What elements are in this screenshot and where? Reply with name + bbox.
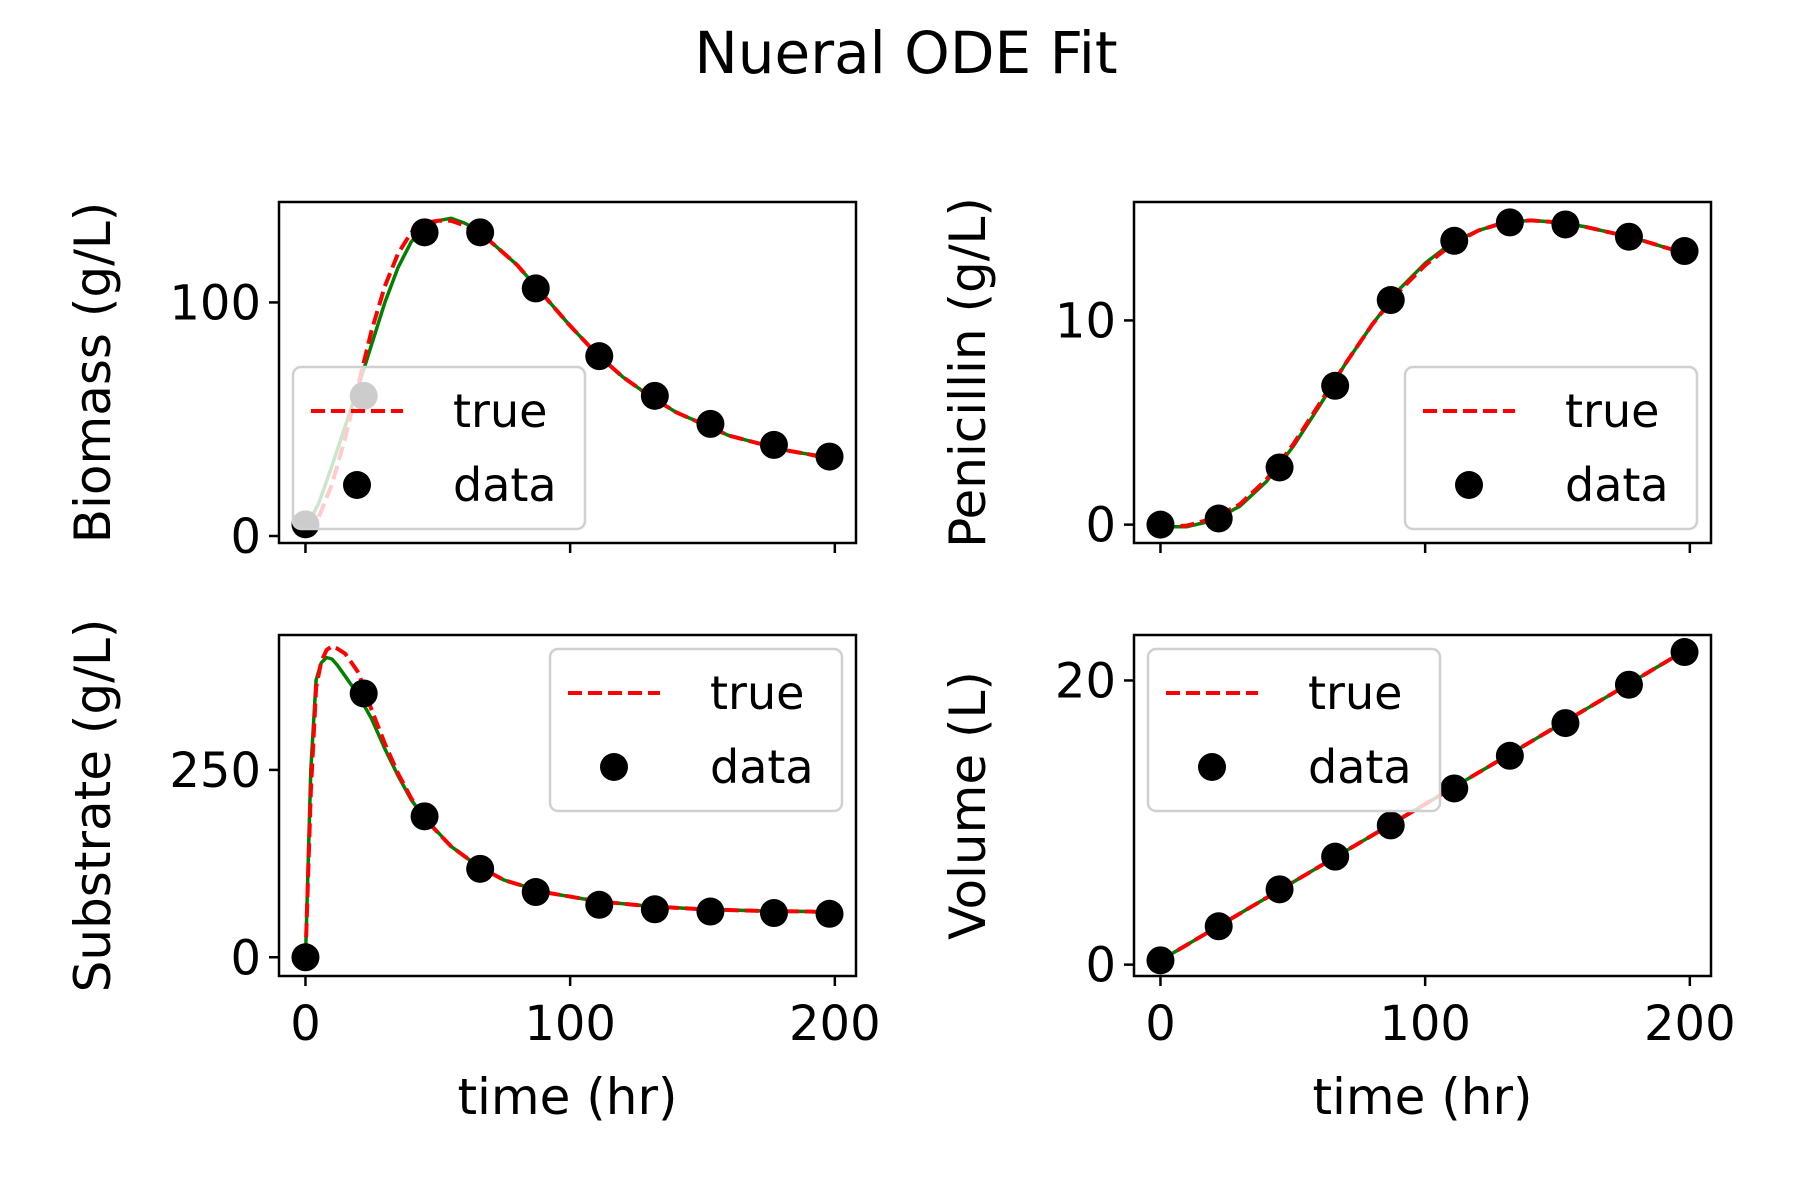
subplot-substrate: 0 100 200 0 250 Substrate (g/L) time (hr) true d… xyxy=(64,619,881,1126)
y-tick-label: 250 xyxy=(169,743,261,799)
y-axis-label: Penicillin (g/L) xyxy=(939,197,997,548)
legend-data-swatch xyxy=(1455,471,1483,499)
legend-data-swatch xyxy=(600,753,628,781)
data-point xyxy=(696,409,725,438)
data-point xyxy=(1614,222,1643,251)
data-point xyxy=(585,342,614,371)
legend: true data xyxy=(548,647,844,813)
y-axis-label: Substrate (g/L) xyxy=(64,619,122,993)
figure-title: Nueral ODE Fit xyxy=(694,19,1117,87)
data-point xyxy=(1146,946,1175,975)
data-point xyxy=(1551,709,1580,738)
data-point xyxy=(349,679,378,708)
data-point xyxy=(696,897,725,926)
data-point xyxy=(410,802,439,831)
data-point xyxy=(1495,741,1524,770)
y-tick-label: 0 xyxy=(230,930,261,986)
data-point xyxy=(1321,842,1350,871)
data-point xyxy=(1146,510,1175,539)
x-axis-label: time (hr) xyxy=(1312,1068,1532,1126)
data-point xyxy=(466,218,495,247)
subplot-biomass: 0 100 Biomass (g/L) true data xyxy=(64,200,858,565)
data-point xyxy=(1670,638,1699,667)
data-point xyxy=(1440,226,1469,255)
legend-entry-label: data xyxy=(1308,740,1412,794)
data-point xyxy=(759,899,788,928)
data-point xyxy=(1265,875,1294,904)
data-point xyxy=(1376,811,1405,840)
axes-frame xyxy=(277,200,858,545)
data-point xyxy=(1670,237,1699,266)
true-series-line xyxy=(1160,218,1686,529)
data-point xyxy=(640,895,669,924)
legend: true data xyxy=(1403,365,1699,531)
legend-data-swatch xyxy=(343,471,371,499)
y-tick-label: 20 xyxy=(1055,653,1116,709)
legend: true data xyxy=(291,365,587,531)
y-tick-label: 0 xyxy=(230,509,261,565)
legend-entry-label: data xyxy=(710,740,814,794)
data-point xyxy=(815,899,844,928)
data-point xyxy=(1204,504,1233,533)
subplot-grid: 0 100 Biomass (g/L) true data 0 10 Penicillin (… xyxy=(64,197,1736,1126)
legend-entry-label: data xyxy=(453,458,557,512)
data-point xyxy=(1376,286,1405,315)
data-point xyxy=(521,274,550,303)
y-tick-label: 0 xyxy=(1085,498,1116,554)
legend: true data xyxy=(1146,647,1442,813)
legend-entry-label: true xyxy=(453,384,547,438)
legend-data-swatch xyxy=(1198,753,1226,781)
legend-entry-label: true xyxy=(710,666,804,720)
data-point xyxy=(585,890,614,919)
x-tick-label: 0 xyxy=(1145,996,1176,1052)
data-point xyxy=(521,878,550,907)
y-tick-label: 100 xyxy=(169,275,261,331)
data-point xyxy=(640,381,669,410)
data-point xyxy=(1614,670,1643,699)
data-point xyxy=(410,218,439,247)
y-axis-label: Volume (L) xyxy=(939,671,997,940)
data-point xyxy=(1440,774,1469,803)
legend-entry-label: true xyxy=(1565,384,1659,438)
data-point xyxy=(1265,453,1294,482)
subplot-volume: 0 100 200 0 20 Volume (L) time (hr) true data xyxy=(939,633,1736,1126)
data-point xyxy=(466,854,495,883)
y-axis-label: Biomass (g/L) xyxy=(64,202,122,544)
x-tick-label: 100 xyxy=(1379,996,1471,1052)
data-point xyxy=(815,442,844,471)
x-tick-label: 0 xyxy=(290,996,321,1052)
legend-entry-label: true xyxy=(1308,666,1402,720)
data-point xyxy=(1204,912,1233,941)
data-point xyxy=(1495,208,1524,237)
axes-frame xyxy=(1132,200,1713,545)
axes-frame xyxy=(1132,633,1713,978)
x-tick-label: 200 xyxy=(1644,996,1736,1052)
data-point xyxy=(1551,210,1580,239)
axes-frame xyxy=(277,633,858,978)
data-point xyxy=(291,943,320,972)
x-tick-label: 100 xyxy=(524,996,616,1052)
legend-entry-label: data xyxy=(1565,458,1669,512)
y-tick-label: 10 xyxy=(1055,293,1116,349)
data-point xyxy=(759,430,788,459)
x-axis-label: time (hr) xyxy=(457,1068,677,1126)
subplot-penicillin: 0 10 Penicillin (g/L) true data xyxy=(939,197,1713,554)
x-tick-label: 200 xyxy=(789,996,881,1052)
data-point xyxy=(1321,371,1350,400)
y-tick-label: 0 xyxy=(1085,938,1116,994)
